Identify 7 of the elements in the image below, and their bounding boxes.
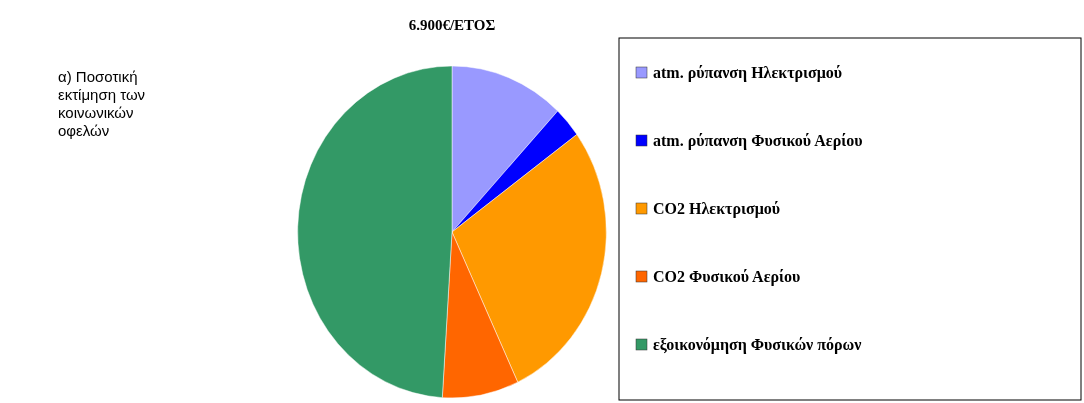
legend-label: εξοικονόμηση Φυσικών πόρων — [653, 336, 862, 354]
text: α) Ποσοτική εκτίμηση των κοινωνικών οφελών — [58, 68, 146, 139]
legend-label: atm. ρύπανση Ηλεκτρισμού — [653, 64, 843, 82]
chart-title: 6.900€/ΕΤΟΣ — [408, 17, 496, 33]
legend-label: atm. ρύπανση Φυσικού Αερίου — [653, 132, 863, 150]
legend-label: CO2 Φυσικού Αερίου — [653, 268, 801, 286]
legend-label: CO2 Ηλεκτρισμού — [653, 200, 780, 218]
